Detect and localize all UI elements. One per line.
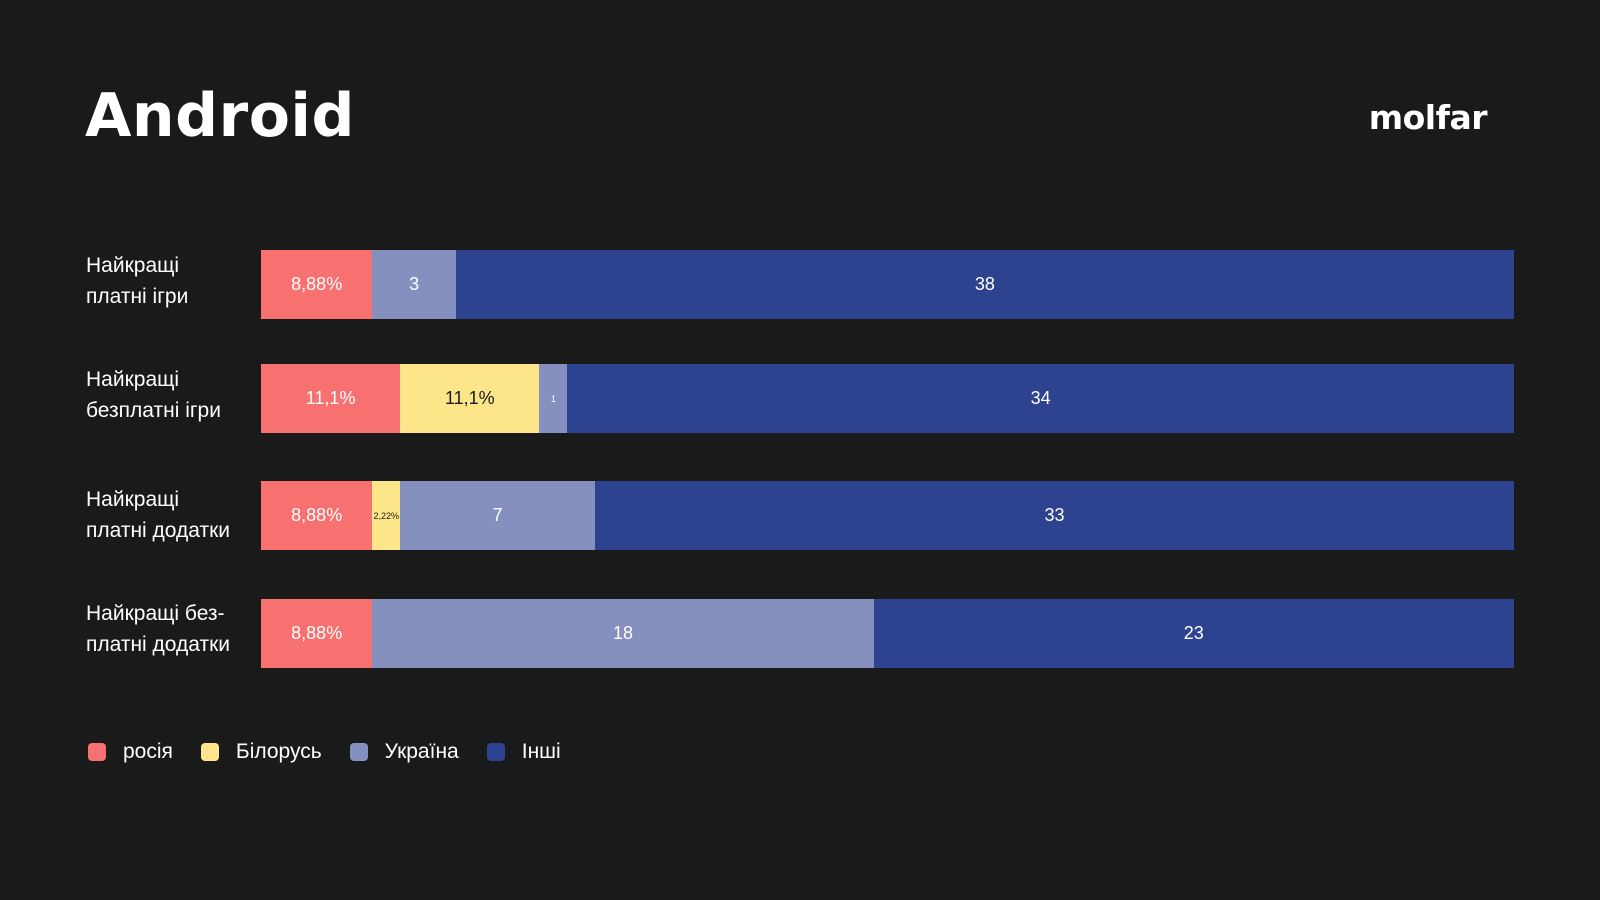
data-label: 38 <box>974 274 995 294</box>
legend-item: росія <box>88 739 173 765</box>
data-label: 23 <box>1183 623 1204 643</box>
bar-segment: 2,22% <box>372 481 401 550</box>
bar-segment: 11,1% <box>261 364 401 433</box>
legend-item: Інші <box>486 739 561 765</box>
data-label: 11,1% <box>444 388 495 408</box>
data-label: 3 <box>409 274 420 294</box>
bar-segment: 7 <box>400 481 596 550</box>
data-label: 11,1% <box>305 388 356 408</box>
bar-segment: 38 <box>455 250 1514 319</box>
bar-segment: 33 <box>595 481 1514 550</box>
stacked-bar: 8,88% 2,22% 7 33 <box>261 481 1514 550</box>
chart-legend: росія Білорусь Україна Інші <box>88 739 589 765</box>
legend-swatch <box>200 743 219 761</box>
stacked-bar: 8,88% 3 38 <box>261 250 1514 319</box>
data-label: 1 <box>550 393 556 404</box>
bar-segment: 8,88% <box>261 599 373 668</box>
legend-swatch <box>486 743 505 761</box>
stacked-bar: 11,1% 11,1% 1 34 <box>261 364 1514 433</box>
bar-segment: 34 <box>567 364 1514 433</box>
bar-segment: 11,1% <box>400 364 540 433</box>
data-label: 7 <box>492 505 503 525</box>
legend-swatch <box>88 743 106 761</box>
bar-segment: 8,88% <box>261 481 373 550</box>
data-label: 2,22% <box>373 510 400 521</box>
data-label: 8,88% <box>291 505 343 525</box>
bar-segment: 1 <box>539 364 568 433</box>
stacked-bar: 8,88% 18 23 <box>261 599 1514 668</box>
molfar-logo: molfar <box>1368 98 1488 137</box>
row-label: Найкращі без- платні додатки <box>86 602 231 656</box>
legend-label: Білорусь <box>235 740 322 763</box>
bar-segment: 23 <box>873 599 1514 668</box>
data-label: 8,88% <box>291 623 343 643</box>
data-label: 8,88% <box>291 274 343 294</box>
data-label: 34 <box>1030 388 1051 408</box>
bar-segment: 8,88% <box>261 250 373 319</box>
legend-label: Інші <box>521 740 561 763</box>
data-label: 18 <box>612 623 633 643</box>
legend-label: росія <box>123 740 173 763</box>
legend-item: Білорусь <box>200 739 322 765</box>
page-title: Android <box>85 81 355 151</box>
row-label: Найкращі платні ігри <box>86 254 189 308</box>
row-label: Найкращі платні додатки <box>86 488 231 542</box>
bar-segment: 3 <box>372 250 456 319</box>
legend-item: Україна <box>349 739 459 765</box>
bar-segment: 18 <box>372 599 874 668</box>
legend-swatch <box>349 743 368 761</box>
row-label: Найкращі безплатні ігри <box>86 368 221 422</box>
data-label: 33 <box>1044 505 1065 525</box>
legend-label: Україна <box>384 740 459 763</box>
